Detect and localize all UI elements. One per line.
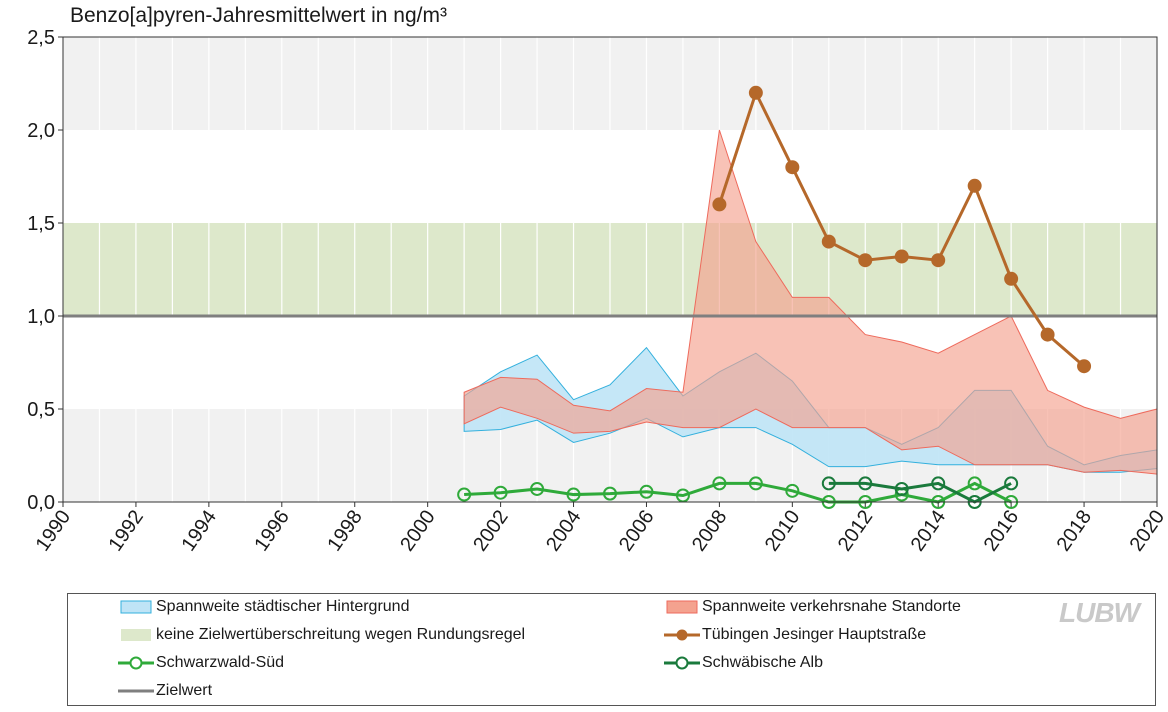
series-0-point-10 xyxy=(1077,359,1092,374)
series-1-point-14 xyxy=(967,476,982,491)
series-1-point-2 xyxy=(530,481,545,496)
series-1-point-3 xyxy=(566,487,581,502)
legend-label-3: Tübingen Jesinger Hauptstraße xyxy=(702,626,927,643)
series-2-point-2 xyxy=(894,481,909,496)
series-1-point-9 xyxy=(785,483,800,498)
series-0-point-9 xyxy=(1040,327,1055,342)
y-tick-label-3: 1,5 xyxy=(27,213,55,235)
legend-item-2: keine Zielwertüberschreitung wegen Rundu… xyxy=(118,623,525,647)
legend: LUBW Spannweite städtischer Hintergrund S… xyxy=(67,593,1156,706)
series-0-point-8 xyxy=(1004,271,1019,286)
legend-label-6: Zielwert xyxy=(156,682,213,699)
x-tick-label-10: 2010 xyxy=(761,506,805,555)
series-2-point-5 xyxy=(1004,476,1019,491)
series-0-point-0 xyxy=(712,197,727,212)
series-0-point-5 xyxy=(894,249,909,264)
series-line-1 xyxy=(464,481,1012,504)
x-tick-label-8: 2006 xyxy=(615,506,659,555)
series-1-point-0 xyxy=(457,487,472,502)
series-1-point-6 xyxy=(675,488,690,503)
series-1-point-5 xyxy=(639,484,654,499)
legend-label-5: Schwäbische Alb xyxy=(702,654,823,671)
y-tick-label-1: 0,5 xyxy=(27,399,55,421)
y-tick-label-5: 2,5 xyxy=(27,27,55,49)
x-tick-label-12: 2014 xyxy=(907,506,951,555)
legend-item-5: Schwäbische Alb xyxy=(664,651,823,675)
legend-label-4: Schwarzwald-Süd xyxy=(156,654,285,671)
y-tick-label-2: 1,0 xyxy=(27,306,55,328)
legend-symbol-1 xyxy=(666,600,698,614)
x-tick-label-14: 2018 xyxy=(1053,506,1097,555)
legend-symbol-5 xyxy=(664,656,700,670)
series-1-point-4 xyxy=(603,486,617,501)
legend-label-1: Spannweite verkehrsnahe Standorte xyxy=(702,598,961,615)
legend-symbol-2 xyxy=(121,629,151,641)
x-tick-label-1: 1992 xyxy=(104,506,148,555)
series-0-point-3 xyxy=(821,234,836,249)
legend-label-0: Spannweite städtischer Hintergrund xyxy=(156,598,410,615)
legend-item-1: Spannweite verkehrsnahe Standorte xyxy=(664,595,961,619)
series-0-point-7 xyxy=(967,178,982,193)
legend-symbol-0 xyxy=(120,600,152,614)
legend-symbol-6 xyxy=(118,689,154,693)
legend-symbol-3 xyxy=(664,629,700,641)
legend-item-3: Tübingen Jesinger Hauptstraße xyxy=(664,623,926,647)
x-tick-label-13: 2016 xyxy=(980,506,1024,555)
legend-item-0: Spannweite städtischer Hintergrund xyxy=(118,595,409,619)
chart-title: Benzo[a]pyren-Jahresmittelwert in ng/m³ xyxy=(70,4,447,27)
y-tick-label-4: 2,0 xyxy=(27,120,55,142)
series-2-point-1 xyxy=(858,476,873,491)
x-tick-label-5: 2000 xyxy=(396,506,440,555)
series-1-point-8 xyxy=(748,476,763,491)
x-tick-label-6: 2002 xyxy=(469,506,513,555)
legend-item-6: Zielwert xyxy=(118,679,212,703)
series-0-point-2 xyxy=(785,160,800,175)
series-0-point-6 xyxy=(931,253,946,268)
series-2-point-0 xyxy=(821,476,836,491)
x-tick-label-7: 2004 xyxy=(542,506,586,555)
series-1-point-1 xyxy=(493,485,508,500)
plot-frame xyxy=(62,36,1158,503)
series-2-point-3 xyxy=(931,476,946,491)
x-tick-label-4: 1998 xyxy=(323,506,367,555)
series-0-point-4 xyxy=(858,253,873,268)
x-tick-label-3: 1996 xyxy=(250,506,294,555)
x-tick-label-9: 2008 xyxy=(688,506,732,555)
legend-label-2: keine Zielwertüberschreitung wegen Rundu… xyxy=(156,626,526,643)
x-tick-label-15: 2020 xyxy=(1126,506,1168,555)
x-tick-label-2: 1994 xyxy=(177,506,221,555)
legend-symbol-4 xyxy=(118,656,154,670)
series-0-point-1 xyxy=(748,85,763,100)
lubw-logo: LUBW xyxy=(1059,597,1140,628)
series-1-point-7 xyxy=(712,476,727,491)
x-tick-label-11: 2012 xyxy=(834,506,878,555)
legend-item-4: Schwarzwald-Süd xyxy=(118,651,284,675)
y-tick-label-0: 0,0 xyxy=(27,492,55,514)
